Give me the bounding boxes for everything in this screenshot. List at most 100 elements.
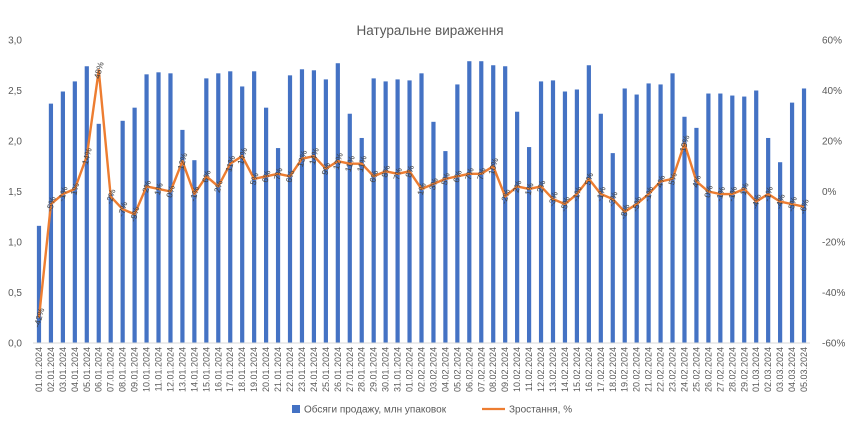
- line-data-label: -2%: [104, 188, 118, 206]
- bar: [766, 137, 771, 343]
- bar: [634, 94, 639, 343]
- x-tick-label: 11.02.2024: [524, 347, 534, 391]
- bar: [287, 75, 293, 343]
- x-tick-label: 17.02.2024: [596, 347, 606, 392]
- chart-title: Натуральне вираження: [356, 23, 503, 38]
- line-data-label: 7%: [272, 166, 285, 181]
- line-data-label: 11%: [223, 154, 237, 173]
- line-data-label: 14%: [80, 146, 94, 165]
- bar: [72, 81, 77, 343]
- line-data-label: 2%: [511, 179, 524, 194]
- left-tick-label: 2,0: [8, 137, 22, 148]
- line-data-label: -1%: [188, 185, 202, 203]
- line-data-label: 13%: [295, 149, 309, 168]
- x-tick-label: 04.02.2024: [440, 347, 450, 392]
- line-data-label: 6%: [451, 169, 464, 184]
- left-tick-label: 3,0: [8, 36, 22, 47]
- line-data-label: 8%: [403, 164, 416, 179]
- x-tick-label: 01.03.2024: [751, 347, 761, 392]
- x-tick-label: 15.01.2024: [201, 347, 211, 392]
- x-tick-label: 16.01.2024: [213, 347, 223, 392]
- x-tick-label: 10.02.2024: [512, 347, 522, 392]
- bar: [264, 107, 269, 343]
- x-tick-label: 17.01.2024: [225, 347, 235, 392]
- line-data-label: 1%: [68, 181, 81, 196]
- x-tick-label: 29.02.2024: [739, 347, 749, 392]
- x-tick-label: 02.03.2024: [763, 347, 773, 392]
- bar: [801, 88, 807, 343]
- line-data-label: 0%: [164, 184, 177, 199]
- right-axis: -60% -40% -20% 0% 20% 40% 60%: [822, 36, 845, 350]
- x-tick-label: 23.01.2024: [297, 347, 307, 392]
- left-axis: 0,0 0,5 1,0 1,5 2,0 2,5 3,0: [8, 36, 22, 350]
- line-data-label: 5%: [248, 171, 261, 186]
- left-tick-label: 1,5: [8, 187, 22, 198]
- line-data-label: 6%: [284, 169, 297, 184]
- legend-label-bars: Обсяги продажу, млн упаковок: [304, 404, 447, 416]
- line-data-label: -1%: [594, 185, 608, 203]
- bar: [754, 90, 759, 343]
- x-tick-label: 01.02.2024: [405, 347, 415, 392]
- bar: [168, 73, 173, 343]
- line-data-label: 19%: [677, 134, 691, 153]
- x-tick-label: 08.01.2024: [118, 347, 128, 392]
- line-data-label: -1%: [56, 185, 70, 203]
- x-tick-label: 06.02.2024: [464, 347, 474, 392]
- bar: [718, 93, 723, 343]
- x-tick-label: 24.02.2024: [679, 347, 689, 392]
- line-data-label: 10%: [486, 156, 500, 175]
- left-tick-label: 0,0: [8, 339, 22, 350]
- right-tick-label: 0%: [822, 187, 837, 198]
- left-tick-label: 0,5: [8, 288, 22, 299]
- growth-line: [37, 69, 805, 318]
- line-data-label: 1%: [523, 181, 536, 196]
- line-data-label: -1%: [570, 185, 584, 203]
- bar: [443, 151, 448, 343]
- x-tick-label: 12.02.2024: [536, 347, 546, 392]
- legend: Обсяги продажу, млн упаковок Зростання, …: [292, 404, 572, 416]
- x-tick-label: 18.02.2024: [608, 347, 618, 392]
- line-data-label: -4%: [773, 193, 787, 211]
- bar: [228, 71, 233, 343]
- line-data-label: -2%: [498, 188, 512, 206]
- line-data-label: 9%: [319, 161, 332, 176]
- line-data-label: 7%: [475, 166, 488, 181]
- x-tick-label: 08.02.2024: [488, 347, 498, 392]
- line-data-label: -1%: [761, 185, 775, 203]
- x-tick-label: 11.01.2024: [154, 347, 164, 391]
- line-data-label: 12%: [175, 151, 189, 170]
- bar: [515, 111, 520, 344]
- x-tick-label: 07.01.2024: [106, 347, 116, 392]
- x-tick-label: 01.01.2024: [34, 347, 44, 392]
- bar: [180, 129, 185, 343]
- line-data-label: -1%: [714, 185, 728, 203]
- bar: [467, 61, 472, 344]
- bar: [204, 78, 209, 343]
- bar: [503, 66, 508, 343]
- line-data-label: 48%: [92, 60, 106, 79]
- x-tick-label: 29.01.2024: [369, 347, 379, 392]
- line-data-label: -3%: [606, 190, 620, 208]
- line-data-label: 14%: [307, 146, 321, 165]
- bar: [682, 116, 687, 343]
- line-data-label: 2%: [212, 179, 225, 194]
- bar: [419, 73, 424, 343]
- bar: [789, 102, 795, 344]
- line-data-label: 8%: [379, 164, 392, 179]
- line-data-label: 0%: [702, 184, 715, 199]
- bar: [658, 84, 663, 343]
- x-tick-label: 05.02.2024: [452, 347, 462, 392]
- line-data-label: -9%: [128, 205, 142, 223]
- line-data-label: -1%: [726, 185, 740, 203]
- x-tick-label: 07.02.2024: [476, 347, 486, 392]
- line-series: [37, 69, 805, 318]
- bar: [156, 72, 161, 343]
- bar: [216, 73, 221, 343]
- x-tick-label: 25.01.2024: [321, 347, 331, 392]
- bar: [48, 103, 54, 343]
- bar: [108, 194, 113, 343]
- bar: [431, 121, 436, 343]
- x-tick-label: 09.01.2024: [130, 347, 140, 392]
- x-tick-label: 05.01.2024: [82, 347, 92, 392]
- x-tick-label: 14.01.2024: [189, 347, 199, 392]
